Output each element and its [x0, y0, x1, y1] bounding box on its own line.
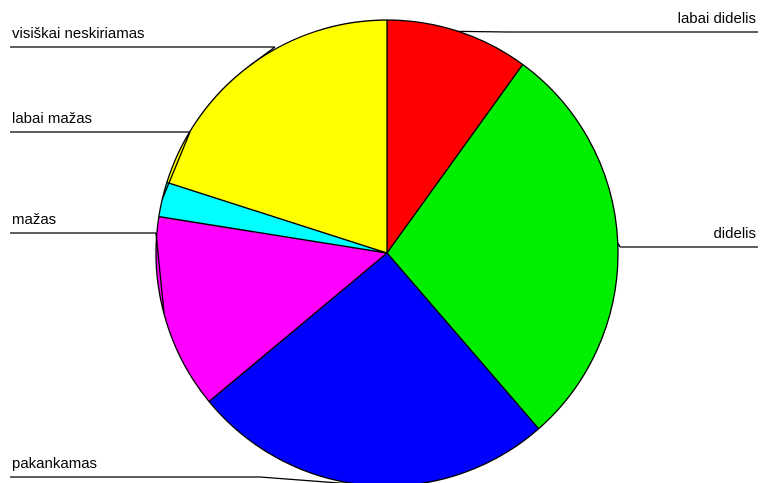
leader-line-didelis [617, 242, 621, 248]
slice-label-labai-mazas: labai mažas [12, 110, 92, 127]
slice-label-mazas: mažas [12, 211, 56, 228]
pie-slice-pakankamas [208, 252, 540, 483]
leader-lines [10, 30, 758, 483]
slice-label-labai-didelis: labai didelis [678, 10, 756, 27]
leader-line-visiskai-neskiriamas [250, 46, 276, 66]
slice-label-visiskai-neskiriamas: visiškai neskiriamas [12, 25, 145, 42]
slice-label-didelis: didelis [713, 225, 756, 242]
leader-line-labai-didelis [458, 30, 509, 33]
pie-slice-mazas [155, 215, 388, 403]
leader-line-mazas [155, 232, 165, 315]
pie-slice-didelis [386, 63, 619, 430]
slice-labels: labai didelis didelis pakankamas mažas labai… [12, 10, 756, 472]
pie-slices [155, 19, 619, 483]
leader-line-pakankamas [259, 476, 348, 483]
pie-slice-visiskai-neskiriamas [166, 19, 388, 254]
leader-line-labai-mazas [161, 131, 191, 200]
slice-label-pakankamas: pakankamas [12, 455, 97, 472]
